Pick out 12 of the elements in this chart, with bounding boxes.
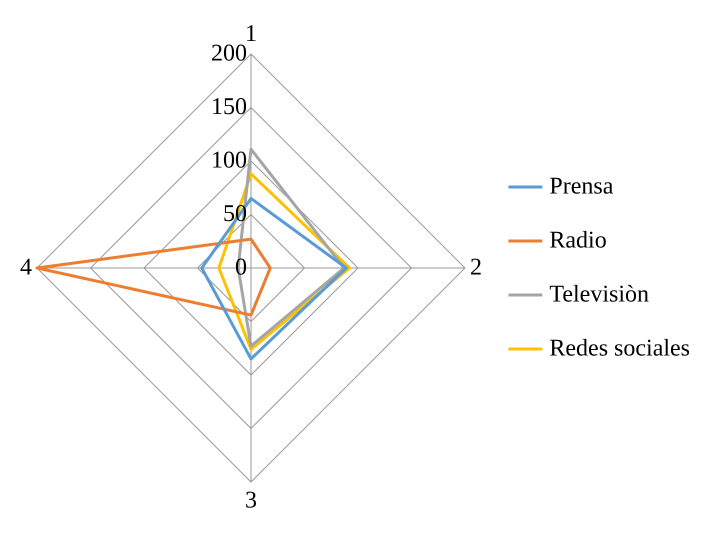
y-tick-label: 150 — [211, 94, 247, 120]
y-tick-label: 0 — [235, 254, 247, 280]
y-tick-label: 200 — [211, 40, 247, 66]
legend-label: Radio — [549, 227, 607, 254]
legend-label: Redes sociales — [549, 335, 690, 362]
legend-label: Prensa — [549, 173, 614, 200]
legend-label: Televisiòn — [549, 281, 650, 308]
spoke-label: 3 — [245, 488, 257, 514]
spoke-label: 1 — [245, 20, 257, 47]
spoke-label: 2 — [470, 254, 482, 280]
spoke-label: 4 — [20, 254, 32, 280]
y-tick-label: 100 — [211, 147, 247, 174]
